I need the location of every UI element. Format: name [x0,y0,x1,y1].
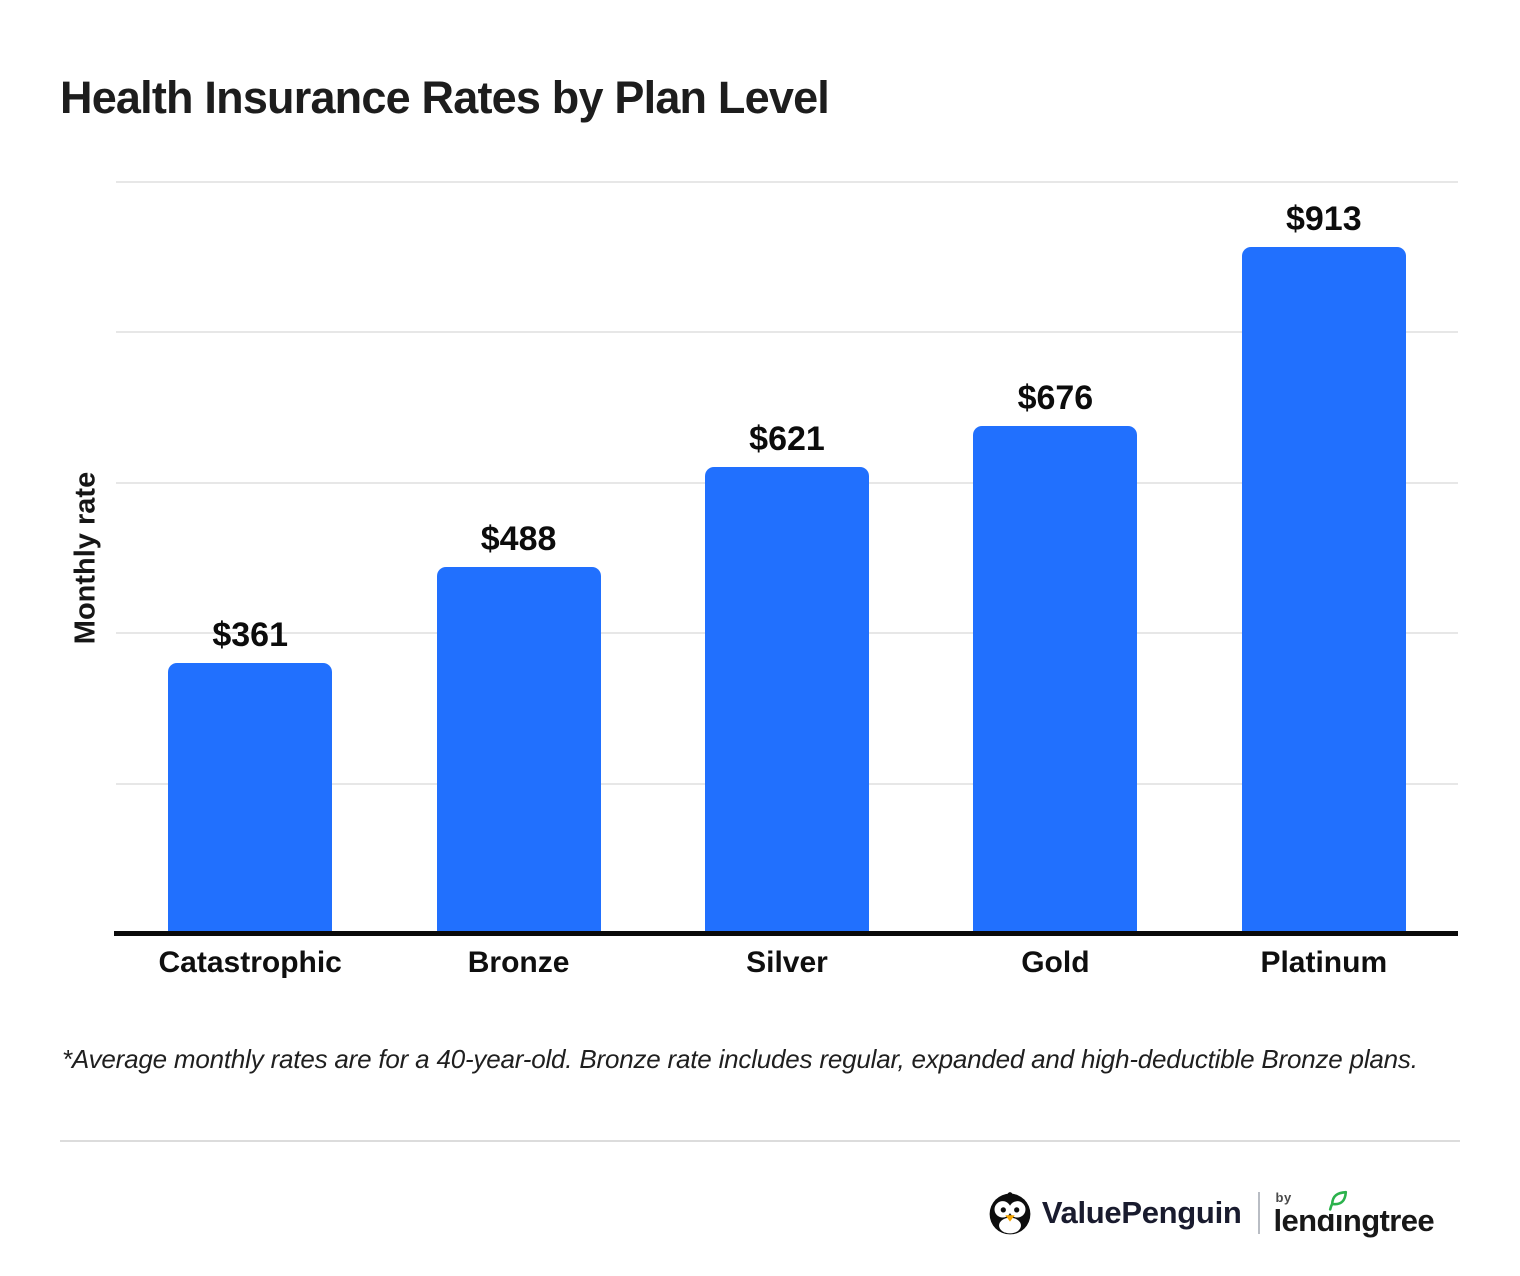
value-label-platinum: $913 [1285,200,1362,239]
value-label-gold: $676 [1017,378,1094,417]
valuepenguin-wordmark: ValuePenguin [1041,1195,1242,1230]
leaf-icon [1323,1187,1350,1214]
chart-title: Health Insurance Rates by Plan Level [60,72,830,123]
y-axis-label: Monthly rate [69,471,102,645]
logo-divider [1257,1192,1260,1234]
by-label: by [1275,1189,1292,1205]
bar-bronze [436,567,601,934]
value-label-silver: $621 [749,420,825,459]
x-axis-category-labels: Catastrophic Bronze Silver Gold Platinum [116,946,1458,986]
category-label-gold: Gold [1021,946,1090,979]
bar-gold [973,425,1138,934]
value-label-catastrophic: $361 [212,615,288,654]
footnote-text: *Average monthly rates are for a 40-year… [62,1044,1418,1074]
lendingtree-wordmark: lendingtree [1273,1187,1435,1238]
gridline-1000 [116,181,1458,183]
gridline-800 [116,331,1458,334]
bar-silver [705,467,869,934]
category-label-silver: Silver [746,946,828,979]
lendingtree-text: lendingtree [1273,1202,1435,1238]
category-label-catastrophic: Catastrophic [158,946,342,979]
footer-brand-lockup: ValuePenguin by lendingtree [987,1186,1435,1240]
bar-chart-plot-area: $361 $488 $621 $676 $913 [116,181,1458,934]
lendingtree-block: by lendingtree [1273,1187,1435,1238]
x-axis-line [114,931,1458,936]
penguin-logo-icon [987,1190,1033,1236]
category-label-bronze: Bronze [467,946,570,979]
footer-divider-line [60,1140,1460,1142]
bar-platinum [1241,247,1406,934]
bar-catastrophic [168,662,333,934]
category-label-platinum: Platinum [1260,946,1388,979]
value-label-bronze: $488 [480,520,557,559]
